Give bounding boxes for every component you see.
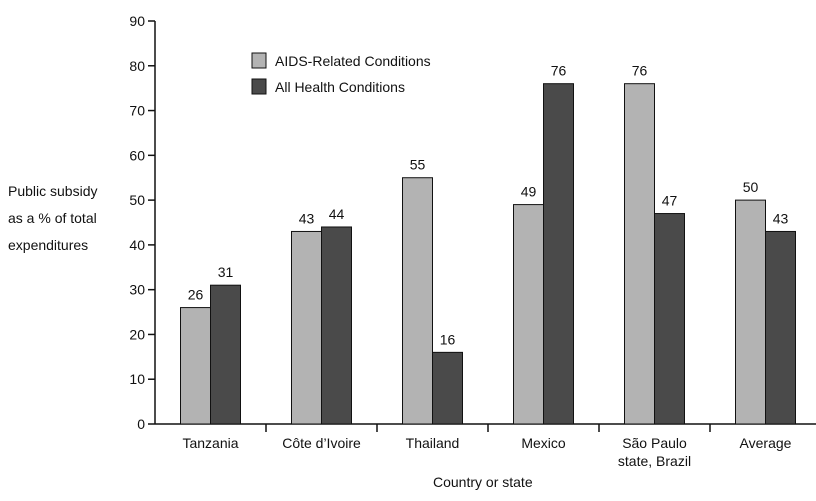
bar-aids-related	[513, 204, 544, 425]
data-label: 16	[440, 331, 456, 347]
legend-swatch-all-health	[251, 78, 267, 95]
x-axis-label: Country or state	[433, 474, 533, 490]
bar-aids-related	[291, 230, 322, 425]
y-axis-label-line-2: as a % of total	[8, 210, 97, 226]
bar-aids-related	[402, 177, 433, 425]
y-axis-label: Public subsidy as a % of total expenditu…	[8, 178, 148, 259]
y-tick-label: 30	[129, 282, 145, 298]
y-tick-label: 60	[129, 147, 145, 163]
y-tick-label: 80	[129, 58, 145, 74]
x-tick-label: Thailand	[406, 435, 460, 451]
x-tick-label: Tanzania	[182, 435, 238, 451]
bar-all-health	[765, 230, 796, 425]
data-label: 55	[410, 157, 426, 173]
data-label: 26	[188, 287, 204, 303]
data-label: 76	[632, 63, 648, 79]
legend: AIDS-Related Conditions All Health Condit…	[251, 52, 431, 95]
data-label: 47	[662, 193, 678, 209]
data-labels: 26 31 43 44 55 16 49 76 76 47 50 43	[188, 63, 789, 348]
y-tick-label: 40	[129, 237, 145, 253]
y-tick-label: 20	[129, 326, 145, 342]
y-axis-label-line-3: expenditures	[8, 237, 89, 253]
legend-label-aids-related: AIDS-Related Conditions	[275, 53, 431, 69]
data-label: 49	[521, 184, 537, 200]
data-label: 44	[329, 206, 345, 222]
bar-all-health	[543, 83, 574, 425]
data-label: 50	[743, 179, 759, 195]
bars	[180, 83, 796, 425]
bar-aids-related	[624, 83, 655, 425]
data-label: 43	[773, 210, 789, 226]
y-tick-label: 90	[129, 13, 145, 29]
y-tick-label: 0	[137, 416, 145, 432]
x-tick-label: Average	[740, 435, 792, 451]
axes: 0 10 20 30 40 50 60 70 80 90 Tanzania Côte d’Ivoire…	[129, 13, 816, 469]
data-label: 43	[299, 210, 315, 226]
y-tick-label: 10	[129, 371, 145, 387]
x-tick-label: Mexico	[521, 435, 566, 451]
bar-aids-related	[180, 307, 211, 425]
y-axis-label-line-1: Public subsidy	[8, 183, 98, 199]
x-tick-label: Côte d’Ivoire	[282, 435, 361, 451]
y-tick-label: 70	[129, 103, 145, 119]
bar-aids-related	[735, 199, 766, 425]
data-label: 76	[551, 63, 567, 79]
x-tick-label: state, Brazil	[618, 453, 691, 469]
legend-swatch-aids-related	[251, 52, 267, 69]
bar-all-health	[654, 213, 685, 425]
legend-label-all-health: All Health Conditions	[275, 79, 405, 95]
y-tick-label: 50	[129, 192, 145, 208]
data-label: 31	[218, 264, 234, 280]
x-tick-label: São Paulo	[622, 435, 687, 451]
bar-all-health	[432, 351, 463, 425]
bar-all-health	[210, 284, 241, 425]
bar-all-health	[321, 226, 352, 425]
